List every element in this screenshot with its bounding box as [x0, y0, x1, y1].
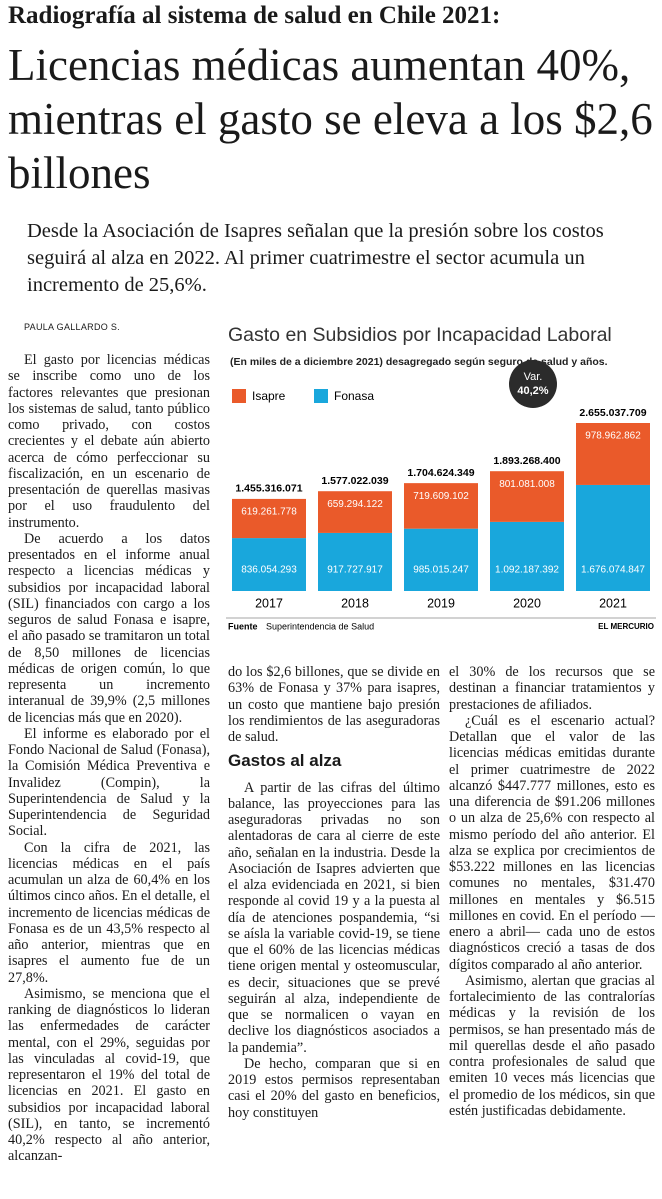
- bar-segment: [404, 483, 478, 529]
- paragraph: ¿Cuál es el escenario actual? Detallan q…: [449, 712, 655, 973]
- x-tick-label: 2018: [341, 596, 369, 610]
- value-label: 1.092.187.392: [495, 565, 559, 576]
- legend-swatch: [314, 389, 328, 403]
- paragraph: do los $2,6 billones, que se divide en 6…: [228, 664, 440, 745]
- article-column: el 30% de los recursos que se destinan a…: [449, 664, 655, 1197]
- legend-label: Isapre: [252, 389, 286, 403]
- x-tick-label: 2021: [599, 596, 627, 610]
- x-tick-label: 2019: [427, 596, 455, 610]
- credit: EL MERCURIO: [598, 622, 654, 631]
- value-label: 719.609.102: [413, 491, 469, 502]
- paragraph: Asimismo, se menciona que el ranking de …: [8, 985, 210, 1165]
- value-label: 917.727.917: [327, 565, 383, 576]
- total-label: 1.455.316.071: [235, 483, 302, 495]
- value-label: 619.261.778: [241, 507, 297, 518]
- paragraph: El informe es elaborado por el Fondo Nac…: [8, 725, 210, 840]
- bar-segment: [318, 532, 392, 591]
- badge-value: 40,2%: [517, 385, 548, 397]
- chart-subtitle: (En miles de a diciembre 2021) desagrega…: [230, 356, 608, 368]
- headline: Licencias médicas aumentan 40%, mientras…: [8, 40, 653, 198]
- bar-segment: [232, 498, 306, 539]
- paragraph: el 30% de los recursos que se destinan a…: [449, 664, 655, 713]
- bar-segment: [490, 471, 564, 522]
- total-label: 1.704.624.349: [407, 467, 474, 479]
- value-label: 978.962.862: [585, 431, 641, 442]
- paragraph: Con la cifra de 2021, las licencias médi…: [8, 839, 210, 986]
- article-column: El gasto por licencias médicas se inscri…: [8, 352, 210, 1197]
- subhead: Gastos al alza: [228, 751, 342, 771]
- chart-title: Gasto en Subsidios por Incapacidad Labor…: [228, 324, 612, 346]
- total-label: 2.655.037.709: [579, 407, 646, 419]
- byline: PAULA GALLARDO S.: [24, 322, 120, 332]
- paragraph: Asimismo, alertan que gracias al fortale…: [449, 972, 655, 1119]
- badge-label: Var.: [524, 371, 543, 383]
- total-label: 1.577.022.039: [321, 475, 388, 487]
- chart: Gasto en Subsidios por Incapacidad Labor…: [226, 324, 656, 631]
- x-tick-label: 2017: [255, 596, 283, 610]
- deck: Desde la Asociación de Isapres señalan q…: [27, 220, 604, 296]
- badge: [509, 360, 557, 408]
- bar-segment: [318, 491, 392, 533]
- bar-segment: [232, 538, 306, 591]
- total-label: 1.893.268.400: [493, 455, 560, 467]
- paragraph: De hecho, comparan que si en 2019 estos …: [228, 1055, 440, 1121]
- bar-segment: [404, 528, 478, 591]
- legend-swatch: [232, 389, 246, 403]
- kicker: Radiografía al sistema de salud en Chile…: [8, 2, 501, 29]
- value-label: 985.015.247: [413, 565, 469, 576]
- legend-label: Fonasa: [334, 389, 374, 403]
- bar-segment: [576, 484, 650, 591]
- paragraph: A partir de las cifras del último balanc…: [228, 779, 440, 1056]
- value-label: 836.054.293: [241, 565, 297, 576]
- source: Superintendencia de Salud: [266, 621, 374, 631]
- value-label: 1.676.074.847: [581, 565, 645, 576]
- paragraph: De acuerdo a los datos presentados en el…: [8, 530, 210, 726]
- value-label: 659.294.122: [327, 499, 383, 510]
- article-column: do los $2,6 billones, que se divide en 6…: [228, 664, 440, 1197]
- source-label: Fuente: [228, 621, 258, 631]
- paragraph: El gasto por licencias médicas se inscri…: [8, 352, 210, 531]
- x-tick-label: 2020: [513, 596, 541, 610]
- value-label: 801.081.008: [499, 479, 555, 490]
- bar-segment: [490, 521, 564, 591]
- bar-segment: [576, 423, 650, 485]
